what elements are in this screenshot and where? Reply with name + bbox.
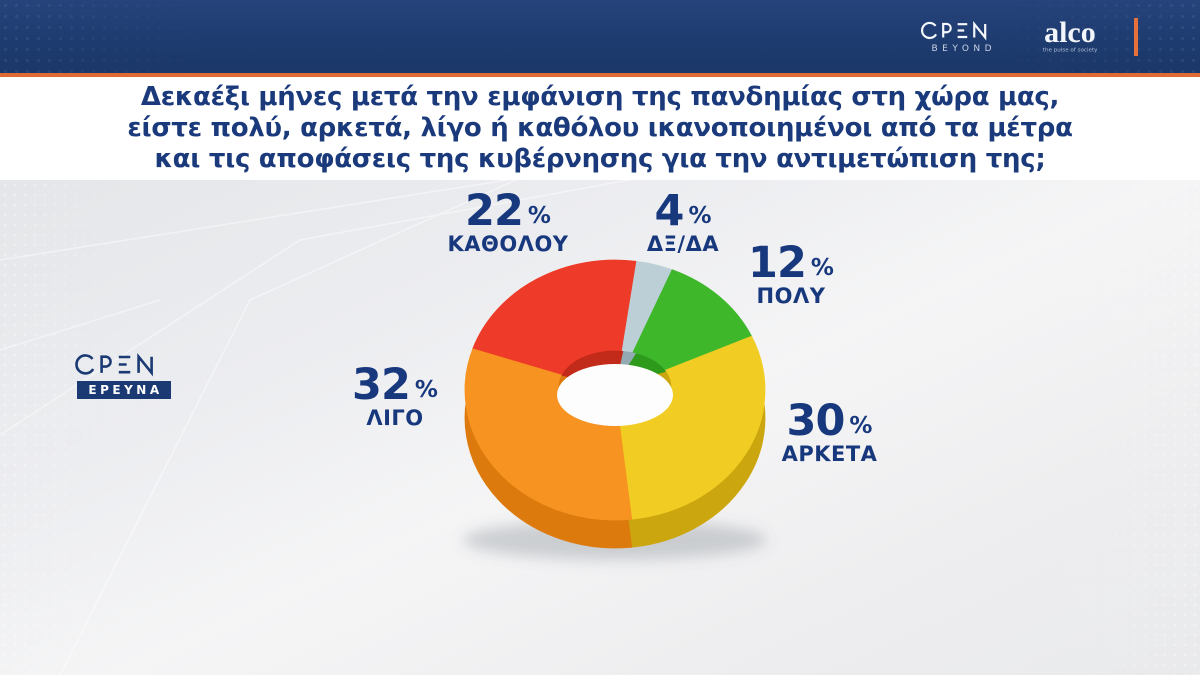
open-beyond-label: BEYOND	[931, 43, 997, 54]
arketa-unit: %	[849, 413, 873, 439]
question-line-3: και τις αποφάσεις της κυβέρνησης για την…	[154, 144, 1046, 174]
donut-hole	[557, 364, 673, 426]
label-poly: 12% ΠΟΛΥ	[716, 238, 866, 308]
label-dxda: 4% ΔΞ/ΔΑ	[608, 186, 758, 256]
poly-unit: %	[810, 255, 834, 281]
label-arketa: 30% ΑΡΚΕΤΑ	[742, 396, 917, 466]
dxda-value: 4	[654, 186, 685, 236]
dxda-unit: %	[688, 203, 712, 229]
left-dot-pattern	[0, 180, 150, 675]
topbar-branding: BEYOND alco the pulse of society	[918, 0, 1138, 73]
question-line-1: Δεκαέξι μήνες μετά την εμφάνιση της πανδ…	[140, 82, 1060, 112]
arketa-category: ΑΡΚΕΤΑ	[781, 442, 878, 466]
open-beyond-logo: BEYOND	[918, 20, 1006, 54]
ereyna-badge: ΕΡΕΥΝΑ	[77, 381, 171, 399]
topbar-dot-pattern	[0, 0, 1200, 73]
ligo-unit: %	[414, 377, 438, 403]
katholou-value: 22	[465, 186, 524, 236]
katholou-category: ΚΑΘΟΛΟΥ	[447, 232, 569, 256]
poll-question: Δεκαέξι μήνες μετά την εμφάνιση της πανδ…	[0, 77, 1200, 180]
right-dot-pattern	[1050, 180, 1200, 675]
open-channel-icon	[918, 20, 1006, 41]
top-bar: BEYOND alco the pulse of society	[0, 0, 1200, 77]
background-facet-lines	[0, 180, 634, 675]
orange-separator-bar	[1134, 17, 1138, 56]
open-ereyna-logo: ΕΡΕΥΝΑ	[72, 352, 176, 399]
chart-stage: ΕΡΕΥΝΑ 4% ΔΞ/ΔΑ 12% ΠΟΛΥ 30% ΑΡΚΕΤΑ 32% …	[0, 180, 1200, 675]
donut-chart	[463, 259, 767, 560]
label-katholou: 22% ΚΑΘΟΛΟΥ	[428, 186, 588, 256]
katholou-unit: %	[527, 203, 551, 229]
alco-logo: alco the pulse of society	[1026, 15, 1114, 57]
poly-category: ΠΟΛΥ	[756, 284, 826, 308]
ligo-category: ΛΙΓΟ	[366, 406, 424, 430]
poly-value: 12	[748, 238, 807, 288]
alco-tagline: the pulse of society	[1042, 46, 1098, 53]
label-ligo: 32% ΛΙΓΟ	[320, 360, 470, 430]
dxda-category: ΔΞ/ΔΑ	[646, 232, 720, 256]
alco-wordmark: alco	[1044, 15, 1096, 49]
question-line-2: είστε πολύ, αρκετά, λίγο ή καθόλου ικανο…	[127, 113, 1073, 143]
arketa-value: 30	[786, 396, 846, 446]
ligo-value: 32	[352, 360, 411, 410]
